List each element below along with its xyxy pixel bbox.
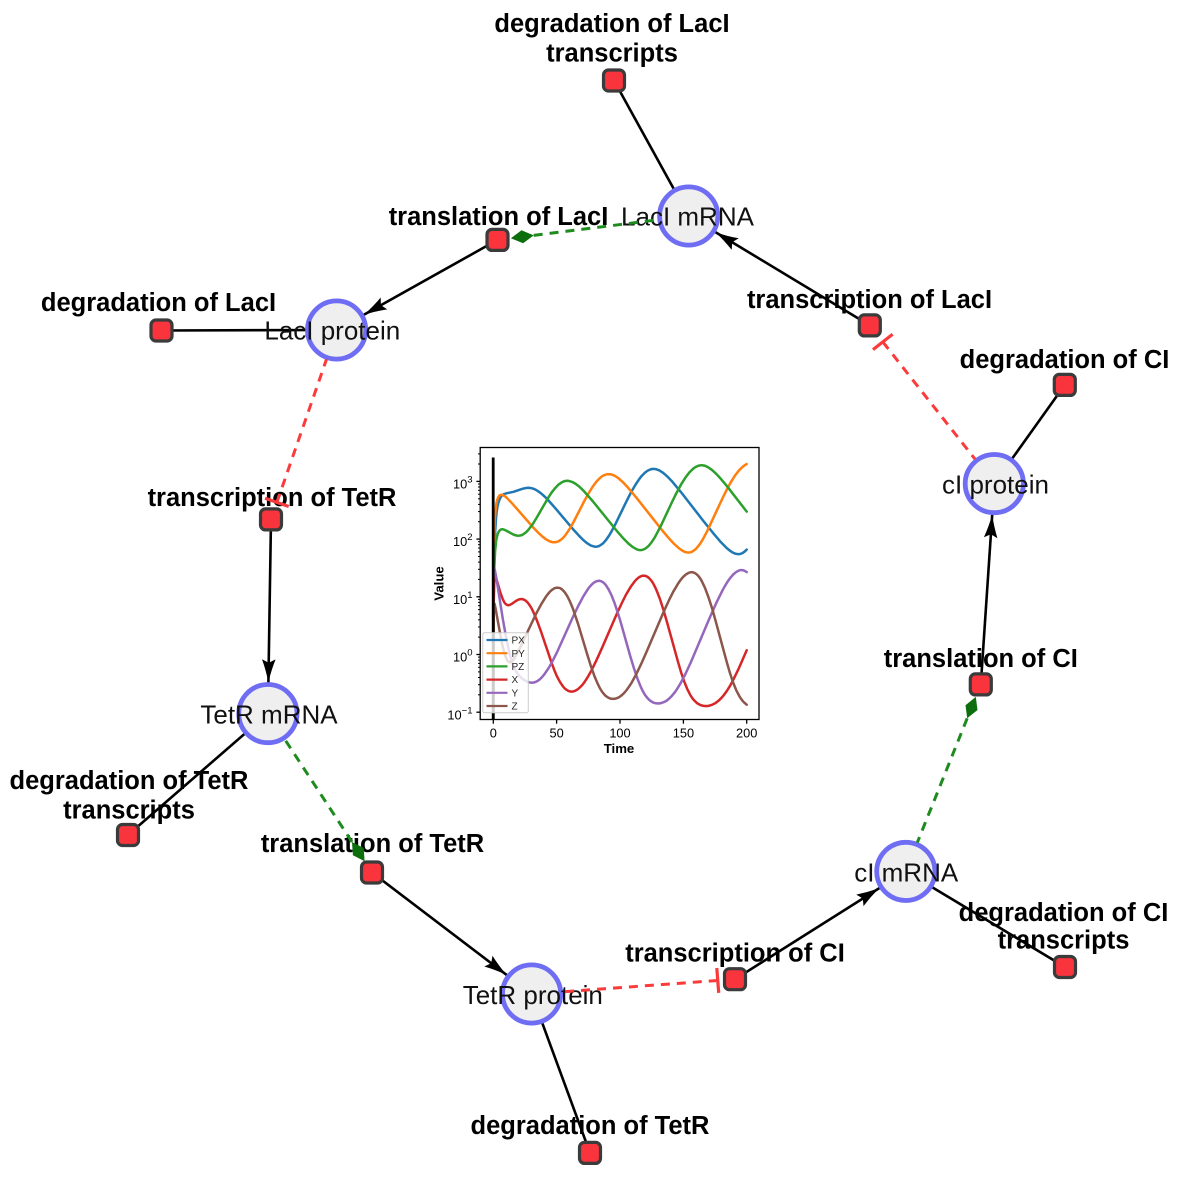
svg-text:degradation of TetR: degradation of TetR bbox=[471, 1112, 710, 1140]
svg-text:translation of CI: translation of CI bbox=[884, 645, 1078, 673]
svg-text:degradation of CI: degradation of CI bbox=[959, 899, 1169, 927]
svg-text:transcripts: transcripts bbox=[63, 797, 195, 825]
svg-text:cI mRNA: cI mRNA bbox=[854, 857, 959, 887]
svg-text:transcription of LacI: transcription of LacI bbox=[747, 286, 992, 314]
svg-text:PY: PY bbox=[512, 649, 526, 660]
svg-text:transcription of TetR: transcription of TetR bbox=[148, 484, 397, 512]
svg-text:translation of LacI: translation of LacI bbox=[389, 203, 609, 231]
svg-text:100: 100 bbox=[609, 725, 630, 740]
svg-text:PX: PX bbox=[512, 636, 526, 647]
svg-text:0: 0 bbox=[490, 725, 497, 740]
svg-text:degradation of TetR: degradation of TetR bbox=[10, 767, 249, 795]
svg-text:transcripts: transcripts bbox=[546, 40, 678, 68]
svg-text:Value: Value bbox=[432, 566, 447, 600]
svg-text:LacI protein: LacI protein bbox=[264, 316, 400, 346]
svg-text:PZ: PZ bbox=[512, 662, 525, 673]
svg-text:50: 50 bbox=[549, 725, 563, 740]
svg-text:X: X bbox=[512, 675, 519, 686]
svg-text:degradation of CI: degradation of CI bbox=[960, 346, 1170, 374]
svg-text:degradation of LacI: degradation of LacI bbox=[41, 289, 276, 317]
svg-text:Time: Time bbox=[604, 741, 635, 756]
svg-text:transcripts: transcripts bbox=[998, 927, 1130, 955]
svg-text:Z: Z bbox=[512, 702, 518, 713]
svg-text:TetR protein: TetR protein bbox=[463, 980, 603, 1010]
svg-text:150: 150 bbox=[673, 725, 694, 740]
svg-text:TetR mRNA: TetR mRNA bbox=[200, 700, 338, 730]
svg-text:cI protein: cI protein bbox=[942, 470, 1049, 500]
svg-text:200: 200 bbox=[736, 725, 757, 740]
svg-text:Y: Y bbox=[512, 688, 519, 699]
svg-text:transcription of CI: transcription of CI bbox=[625, 940, 845, 968]
svg-text:degradation of LacI: degradation of LacI bbox=[494, 10, 729, 38]
svg-text:LacI mRNA: LacI mRNA bbox=[621, 202, 755, 232]
svg-text:translation of TetR: translation of TetR bbox=[261, 830, 484, 858]
